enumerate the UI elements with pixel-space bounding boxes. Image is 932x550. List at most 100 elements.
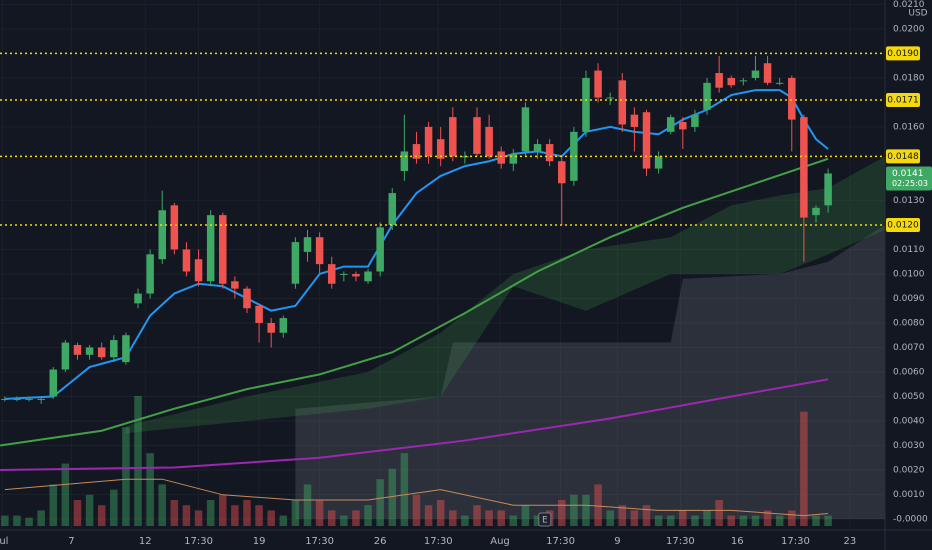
- volume-bar: [170, 500, 179, 526]
- volume-bar: [85, 494, 94, 526]
- volume-bar: [219, 494, 227, 526]
- y-tick-label: 0.0210: [893, 0, 925, 10]
- volume-bar: [279, 515, 288, 526]
- volume-bar: [97, 505, 106, 526]
- candle-body: [37, 398, 45, 400]
- price-label: 0.0190: [887, 49, 919, 59]
- volume-bar: [461, 515, 469, 526]
- candle-body: [533, 144, 542, 152]
- last-price: 0.0141: [892, 169, 924, 179]
- price-label: 0.0148: [887, 152, 919, 162]
- candle-body: [73, 345, 82, 355]
- volume-bar: [642, 505, 651, 526]
- candle-body: [594, 70, 602, 98]
- price-label: 0.0120: [887, 220, 919, 230]
- y-tick-label: 0.0050: [893, 392, 925, 402]
- volume-bar: [775, 515, 784, 526]
- volume-bar: [751, 515, 760, 526]
- volume-bar: [194, 510, 203, 526]
- candle-body: [521, 107, 530, 152]
- x-tick-label: 17:30: [781, 536, 810, 547]
- volume-bar: [594, 484, 602, 526]
- volume-bar: [436, 500, 445, 526]
- volume-bar: [727, 515, 735, 526]
- x-tick-label: 17:30: [666, 536, 695, 547]
- volume-bar: [364, 505, 372, 526]
- candle-body: [751, 70, 760, 78]
- moving-average: [0, 378, 829, 471]
- volume-bar: [715, 500, 723, 526]
- candle-body: [243, 288, 251, 309]
- candle-body: [85, 347, 94, 355]
- candle-body: [739, 80, 748, 82]
- volume-bar: [315, 500, 324, 526]
- candle-body: [1, 398, 9, 400]
- volume-bar: [557, 500, 566, 526]
- volume-bar: [49, 484, 58, 526]
- x-tick-label: 23: [844, 536, 857, 547]
- candle-body: [352, 273, 360, 277]
- candle-body: [291, 242, 300, 284]
- candle-body: [340, 273, 348, 275]
- volume-bar: [243, 500, 251, 526]
- candle-body: [303, 237, 312, 252]
- x-tick-label: 17:30: [424, 536, 453, 547]
- y-tick-label: 0.0070: [893, 343, 925, 353]
- candle-body: [763, 63, 772, 83]
- volume-bar: [424, 505, 433, 526]
- y-tick-label: -0.0000: [893, 514, 928, 524]
- volume-bar: [812, 515, 820, 526]
- volume-bar: [206, 500, 215, 526]
- candle-body: [679, 122, 687, 130]
- candle-body: [110, 340, 118, 358]
- volume-average: [4, 478, 829, 517]
- candle-body: [315, 237, 324, 265]
- volume-bar: [570, 494, 578, 526]
- volume-bar: [521, 505, 530, 526]
- volume-bar: [122, 427, 130, 526]
- candle-body: [146, 254, 154, 294]
- y-tick-label: 0.0130: [893, 196, 925, 206]
- candle-body: [449, 117, 457, 157]
- volume-bar: [400, 453, 409, 526]
- event-marker-box: [538, 512, 552, 527]
- x-tick-label: 26: [374, 536, 387, 547]
- x-tick-label: 16: [731, 536, 744, 547]
- candle-body: [376, 227, 384, 272]
- volume-bar: [763, 510, 772, 526]
- candle-body: [255, 305, 263, 323]
- x-tick-label: 17:30: [305, 536, 334, 547]
- y-tick-label: 0.0200: [893, 24, 925, 34]
- volume-bar: [182, 505, 191, 526]
- volume-bar: [509, 515, 518, 526]
- candle-body: [97, 347, 106, 358]
- volume-bar: [388, 468, 397, 526]
- candle-body: [715, 73, 723, 88]
- x-tick-label: Jul: [0, 536, 8, 547]
- candle-body: [630, 114, 639, 127]
- y-tick-label: 0.0160: [893, 122, 925, 132]
- x-tick-label: Aug: [490, 536, 510, 547]
- last-price-box: [886, 166, 932, 191]
- y-tick-label: 0.0020: [893, 465, 925, 475]
- candle-body: [424, 126, 433, 157]
- candle-body: [219, 215, 227, 284]
- y-tick-label: 0.0090: [893, 294, 925, 304]
- moving-average: [4, 89, 829, 400]
- candle-body: [279, 318, 288, 333]
- volume-bar: [110, 489, 118, 526]
- volume-bar: [327, 510, 336, 526]
- volume-bar: [497, 510, 505, 526]
- candle-body: [654, 156, 663, 169]
- y-tick-label: 0.0180: [893, 73, 925, 83]
- price-label: 0.0171: [887, 95, 919, 105]
- volume-bar: [449, 510, 457, 526]
- candle-body: [812, 207, 820, 216]
- candle-body: [49, 369, 58, 397]
- y-tick-label: 0.0110: [893, 245, 925, 255]
- price-label-box: [886, 217, 920, 232]
- y-tick-label: 0.0060: [893, 367, 925, 377]
- candle-body: [642, 112, 651, 169]
- candle-body: [194, 259, 203, 282]
